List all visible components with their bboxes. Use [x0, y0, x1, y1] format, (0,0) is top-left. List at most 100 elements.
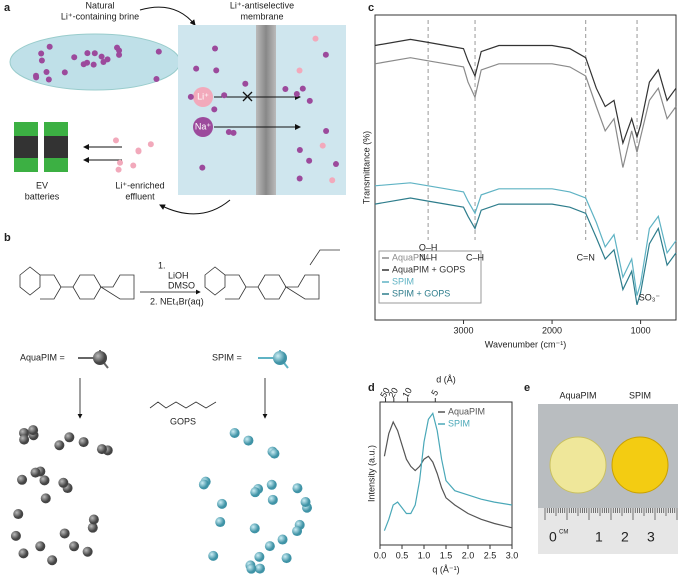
network-bead: [229, 428, 240, 439]
ion: [329, 177, 336, 184]
network-bead: [30, 467, 41, 478]
panel-label: e: [524, 382, 530, 394]
network-bead: [249, 523, 260, 534]
panel-a: Natural Li⁺-containing brine Li⁺-antisel…: [9, 0, 346, 215]
ion: [312, 35, 319, 42]
network-bead: [269, 448, 280, 459]
network-bead: [47, 555, 58, 566]
label: EV: [36, 180, 48, 190]
label: Na⁺: [195, 121, 212, 131]
network-bead: [281, 553, 292, 564]
network-bead: [254, 563, 265, 574]
molecule: [204, 249, 340, 300]
membrane: [256, 25, 276, 195]
ion: [322, 51, 329, 58]
ruler-label: 3: [647, 529, 655, 545]
label: AquaPIM =: [20, 352, 65, 362]
ion: [230, 129, 237, 136]
series-line: [383, 420, 513, 529]
ion: [112, 137, 119, 144]
legend-label: AquaPIM + GOPS: [392, 264, 465, 274]
ion: [91, 50, 98, 57]
x-tick-label: 1000: [631, 325, 651, 335]
label: effluent: [125, 191, 155, 201]
ion: [225, 129, 232, 136]
ion: [80, 61, 87, 68]
ion: [199, 164, 206, 171]
ion: [319, 142, 326, 149]
network-bead: [292, 483, 303, 494]
ion: [38, 57, 45, 64]
network-bead: [19, 434, 30, 445]
label: GOPS: [170, 416, 196, 426]
ion: [117, 159, 124, 166]
label: Li⁺-containing brine: [61, 11, 139, 21]
batteries: [14, 122, 68, 172]
panel-label: d: [368, 382, 375, 394]
arrow: [159, 199, 231, 215]
annotation: N–H: [419, 252, 437, 262]
ion: [213, 67, 220, 74]
aquapim-icon: [93, 351, 107, 365]
x-tick-label: 2000: [542, 325, 562, 335]
ion: [293, 91, 300, 98]
x-axis-label: q (Å⁻¹): [432, 564, 459, 574]
ion: [306, 157, 313, 164]
annotation: C=N: [577, 252, 595, 262]
y-axis-label: Intensity (a.u.): [366, 445, 376, 502]
spim-icon: [273, 351, 287, 365]
network-bead: [277, 534, 288, 545]
annotation: SO₃⁻: [639, 292, 661, 302]
network-bead: [243, 435, 254, 446]
series-line: [374, 197, 677, 305]
ruler-label: CM: [559, 530, 568, 536]
ion: [221, 92, 228, 99]
x2-tick-label: 10: [400, 386, 414, 400]
legend-label: SPIM: [392, 276, 414, 286]
sample-label: SPIM: [629, 390, 651, 400]
ion: [130, 162, 137, 169]
ion: [299, 85, 306, 92]
ion: [296, 146, 303, 153]
x-tick-label: 2.0: [462, 550, 475, 560]
molecule: [19, 266, 135, 300]
ion: [43, 69, 50, 76]
network-bead: [17, 474, 28, 485]
network-bead: [10, 530, 21, 541]
legend-label: SPIM: [448, 418, 470, 428]
network-bead: [246, 563, 257, 574]
reagent: 2. NEt₄Br(aq): [150, 296, 204, 306]
ion: [212, 45, 219, 52]
network-bead: [39, 475, 50, 486]
ion: [116, 47, 123, 54]
ion: [61, 69, 68, 76]
ruler-label: 2: [621, 529, 629, 545]
ion: [84, 50, 91, 57]
plot-frame: [374, 14, 677, 321]
panel-label: c: [368, 2, 374, 14]
label: batteries: [25, 191, 60, 201]
panel-b: [19, 249, 340, 419]
ion: [187, 93, 194, 100]
x-axis-label: Wavenumber (cm⁻¹): [485, 339, 566, 349]
ion: [45, 76, 52, 83]
network-bead: [78, 437, 89, 448]
network-bead: [292, 526, 303, 537]
label: Li⁺-enriched: [115, 180, 164, 190]
ion: [282, 85, 289, 92]
ion: [116, 51, 123, 58]
network-bead: [215, 517, 226, 528]
ion: [242, 80, 249, 87]
y-axis-label: Transmittance (%): [361, 131, 371, 204]
reagent: 1.: [158, 260, 166, 270]
network-bead: [198, 479, 209, 490]
network-bead: [267, 494, 278, 505]
ion: [90, 61, 97, 68]
panel-label: a: [4, 2, 11, 14]
series-line: [383, 412, 513, 531]
x2-axis-label: d (Å): [436, 374, 456, 384]
ion: [296, 67, 303, 74]
ion: [296, 175, 303, 182]
ion: [155, 48, 162, 55]
ion: [153, 75, 160, 82]
